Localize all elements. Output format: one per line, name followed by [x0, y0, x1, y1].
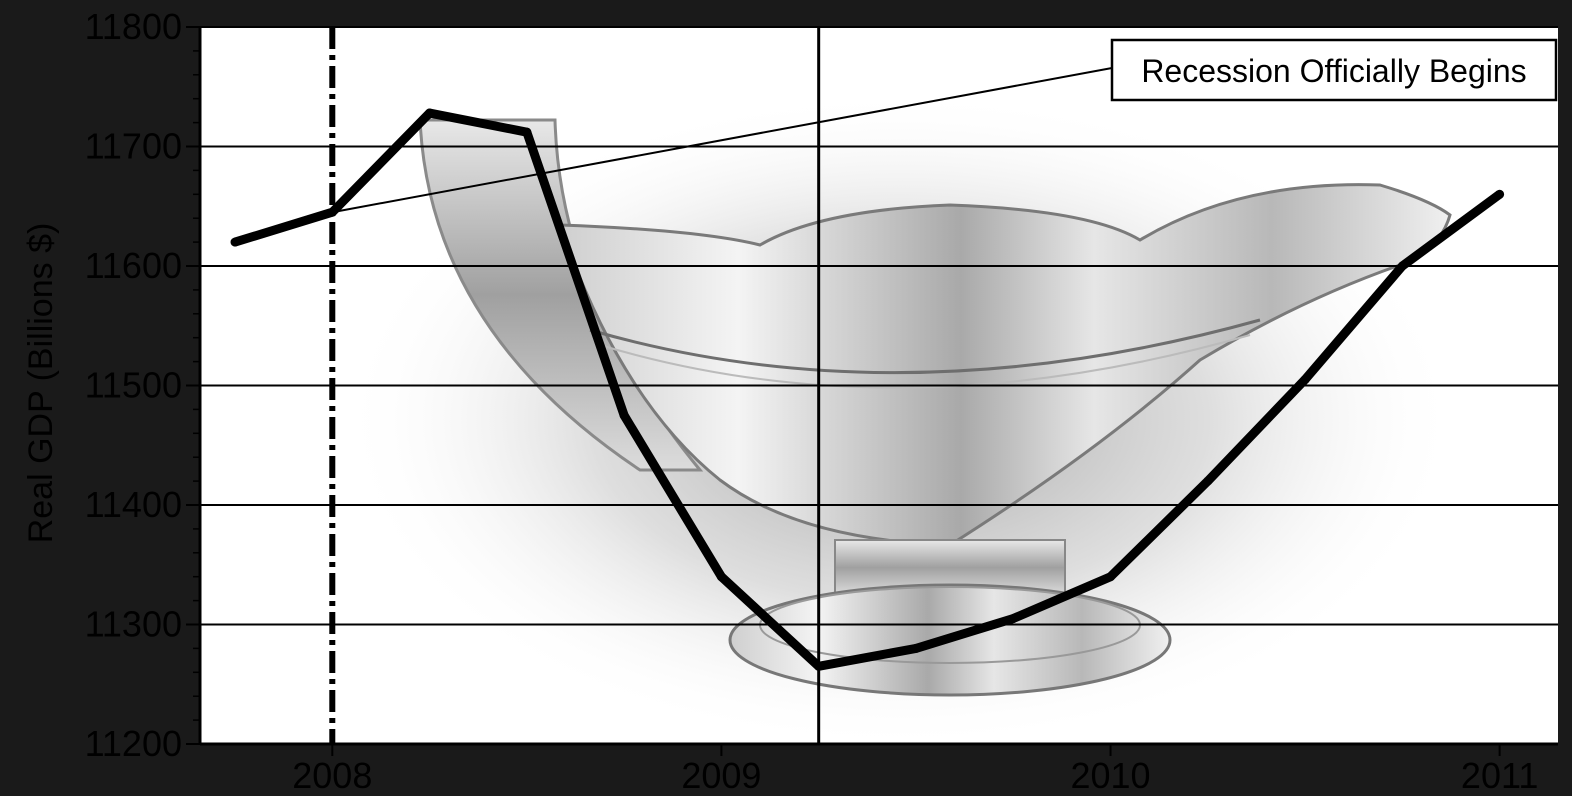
- y-tick-label-11800: 11800: [85, 6, 182, 47]
- gravy-boat-picture: [340, 90, 1460, 750]
- data-point: [1008, 614, 1018, 624]
- data-point: [814, 661, 824, 671]
- data-point: [1495, 189, 1505, 199]
- x-tick-label-2009: 2009: [681, 755, 761, 796]
- annotation-text: Recession Officially Begins: [1141, 53, 1526, 89]
- series-line-1: [233, 108, 1503, 671]
- data-point: [1203, 476, 1213, 486]
- y-axis-label: Real GDP (Billions $): [22, 223, 60, 544]
- data-point: [911, 643, 921, 653]
- horizontal-gridlines: [200, 26, 1558, 626]
- annotation-box: [1110, 38, 1558, 102]
- data-point: [1300, 375, 1310, 385]
- data-point: [425, 108, 435, 118]
- y-tick-label-11600: 11600: [85, 245, 182, 286]
- y-tick-label-11300: 11300: [85, 604, 182, 645]
- data-point: [1397, 261, 1407, 271]
- data-point: [230, 237, 240, 247]
- x-axis-ticks: 2008 2009 2010 2011: [292, 744, 1538, 796]
- data-point: [522, 127, 532, 137]
- y-tick-label-11700: 11700: [85, 126, 182, 167]
- x-tick-label-2010: 2010: [1070, 755, 1150, 796]
- annotation-leader-line: [332, 67, 1113, 214]
- data-point: [619, 410, 629, 420]
- x-tick-label-2011: 2011: [1461, 755, 1538, 796]
- y-tick-label-11400: 11400: [85, 484, 182, 525]
- series-group: [230, 108, 1505, 671]
- data-point: [716, 572, 726, 582]
- reference-lines: [329, 27, 821, 744]
- y-tick-label-11500: 11500: [85, 365, 182, 406]
- data-point: [1106, 572, 1116, 582]
- y-axis-ticks: 11200 11300 11400 11500 11600 11700 11800: [85, 6, 200, 764]
- x-tick-label-2008: 2008: [292, 755, 372, 796]
- y-tick-label-11200: 11200: [85, 723, 182, 764]
- annotations: Recession Officially Begins: [332, 38, 1558, 214]
